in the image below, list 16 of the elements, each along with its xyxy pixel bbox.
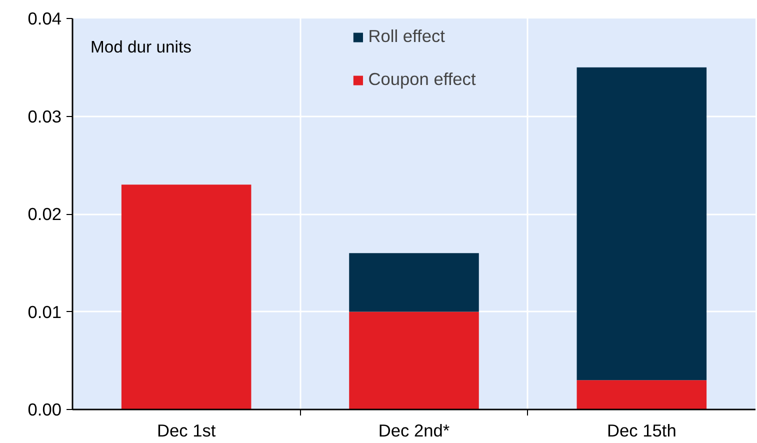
x-tick-label: Dec 2nd* [378, 420, 450, 440]
bar [576, 380, 707, 410]
y-tick-label: 0.03 [28, 106, 62, 126]
x-tick-label: Dec 1st [156, 420, 216, 440]
bar [576, 67, 707, 380]
y-tick-label: 0.00 [28, 400, 62, 420]
bar [349, 253, 479, 312]
y-tick-label: 0.04 [28, 8, 62, 28]
legend-label: Roll effect [368, 26, 445, 47]
legend-label: Coupon effect [368, 69, 476, 90]
y-tick-label: 0.02 [28, 204, 62, 224]
x-tick-label: Dec 15th [606, 420, 676, 440]
bar [349, 312, 479, 410]
bar [121, 184, 252, 410]
y-tick-label: 0.01 [28, 302, 62, 322]
annotation: Mod dur units [90, 38, 192, 56]
